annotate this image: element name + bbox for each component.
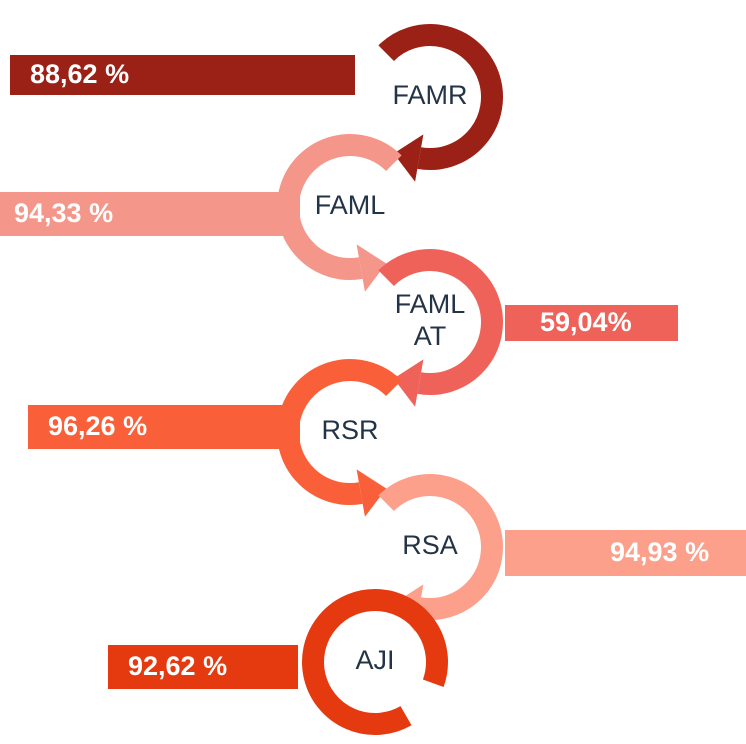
node-label: FAML	[395, 289, 466, 319]
arc-arrow	[277, 134, 402, 280]
bar	[0, 192, 300, 236]
node-label: RSA	[402, 530, 458, 560]
arc-arrow	[378, 24, 503, 170]
arrow-head	[356, 244, 387, 292]
node-label: FAML	[315, 190, 386, 220]
percent-label: 94,93 %	[610, 537, 709, 567]
arrow-head	[393, 134, 424, 182]
percent-label: 92,62 %	[128, 651, 227, 681]
percent-label: 94,33 %	[14, 198, 113, 228]
percent-label: 96,26 %	[48, 411, 147, 441]
percent-label: 59,04%	[540, 307, 632, 337]
arc-arrow	[277, 359, 402, 505]
node-label: FAMR	[392, 80, 467, 110]
arrow-head	[356, 469, 387, 517]
percent-label: 88,62 %	[30, 59, 129, 89]
arc-arrow	[302, 589, 448, 735]
bar	[505, 305, 678, 341]
bar	[505, 530, 746, 576]
bar	[10, 55, 355, 95]
bar	[28, 405, 300, 449]
node-label: AJI	[355, 645, 394, 675]
node-label: AT	[414, 321, 447, 351]
arrow-head	[393, 359, 424, 407]
arc-arrow	[378, 249, 503, 395]
node-label: RSR	[321, 415, 378, 445]
arc-arrow	[378, 474, 503, 620]
bar	[108, 645, 298, 689]
